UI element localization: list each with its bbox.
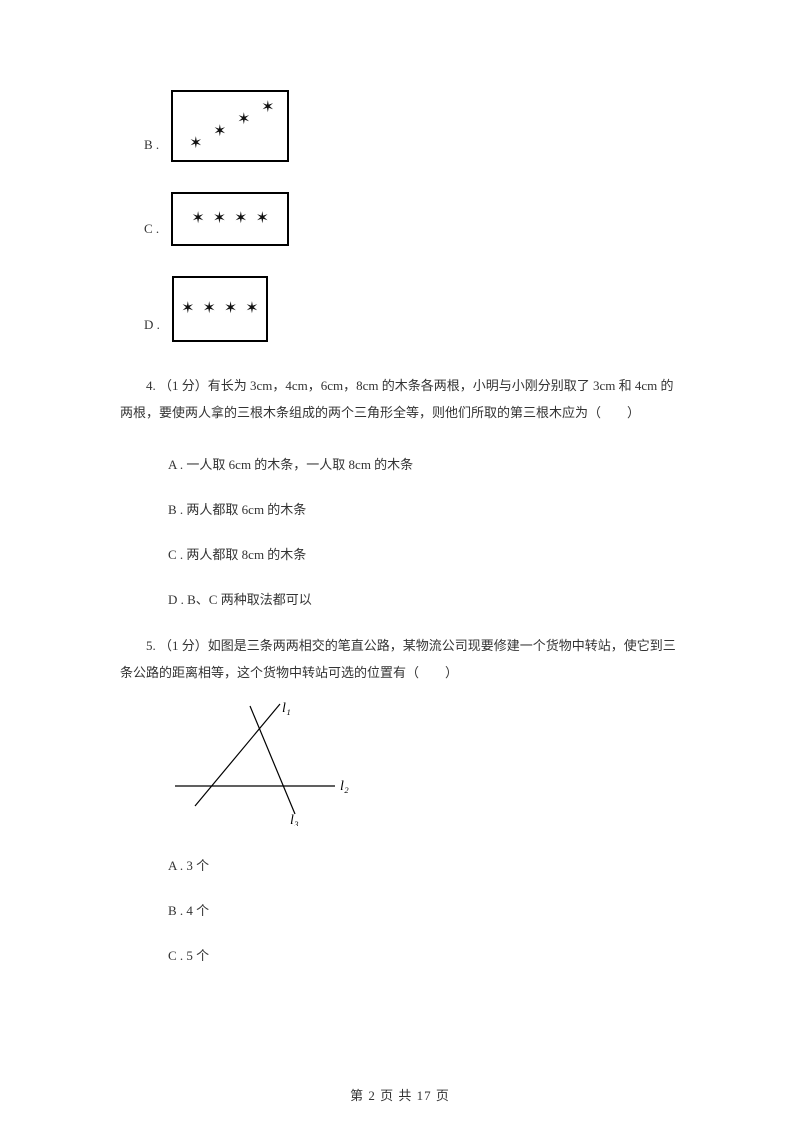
gear-icon: ✶ xyxy=(256,211,269,227)
gear-icon: ✶ xyxy=(202,301,215,317)
gear-icon: ✶ xyxy=(191,211,204,227)
q5-option-b: B . 4 个 xyxy=(120,897,680,924)
q5-option-a: A . 3 个 xyxy=(120,852,680,879)
option-b-figure: ✶ ✶ ✶ ✶ xyxy=(171,90,289,162)
page-footer: 第 2 页 共 17 页 xyxy=(0,1085,800,1104)
gear-icon: ✶ xyxy=(245,301,258,317)
q4-option-d: D . B、C 两种取法都可以 xyxy=(120,586,680,613)
gear-icon: ✶ xyxy=(189,136,202,152)
q4-option-a: A . 一人取 6cm 的木条，一人取 8cm 的木条 xyxy=(120,451,680,478)
q5-diagram: l₁ l₂ l₃ xyxy=(160,696,680,835)
option-d-row: D . ✶ ✶ ✶ ✶ xyxy=(120,276,680,342)
q4-option-b: B . 两人都取 6cm 的木条 xyxy=(120,496,680,523)
option-c-figure: ✶ ✶ ✶ ✶ xyxy=(171,192,289,246)
option-b-row: B . ✶ ✶ ✶ ✶ xyxy=(120,90,680,162)
question-5-text: 5. （1 分）如图是三条两两相交的笔直公路，某物流公司现要修建一个货物中转站，… xyxy=(120,632,680,687)
page-content: B . ✶ ✶ ✶ ✶ C . ✶ ✶ ✶ ✶ D . ✶ ✶ ✶ ✶ 4. （… xyxy=(0,0,800,970)
gear-icon: ✶ xyxy=(224,301,237,317)
gear-icon: ✶ xyxy=(234,211,247,227)
option-b-label: B . xyxy=(120,131,159,162)
gear-icon: ✶ xyxy=(213,124,226,140)
option-c-label: C . xyxy=(120,215,159,246)
option-c-row: C . ✶ ✶ ✶ ✶ xyxy=(120,192,680,246)
line-l1 xyxy=(195,704,280,806)
gear-icon: ✶ xyxy=(261,100,274,116)
option-d-figure: ✶ ✶ ✶ ✶ xyxy=(172,276,268,342)
line-l3 xyxy=(250,706,295,814)
option-d-label: D . xyxy=(120,311,160,342)
label-l3: l₃ xyxy=(290,813,299,826)
q5-option-c: C . 5 个 xyxy=(120,942,680,969)
gear-icon: ✶ xyxy=(213,211,226,227)
gear-icon: ✶ xyxy=(237,112,250,128)
q4-option-c: C . 两人都取 8cm 的木条 xyxy=(120,541,680,568)
gear-icon: ✶ xyxy=(181,301,194,317)
label-l2: l₂ xyxy=(340,779,349,794)
question-4-text: 4. （1 分）有长为 3cm，4cm，6cm，8cm 的木条各两根，小明与小刚… xyxy=(120,372,680,427)
label-l1: l₁ xyxy=(282,701,291,716)
